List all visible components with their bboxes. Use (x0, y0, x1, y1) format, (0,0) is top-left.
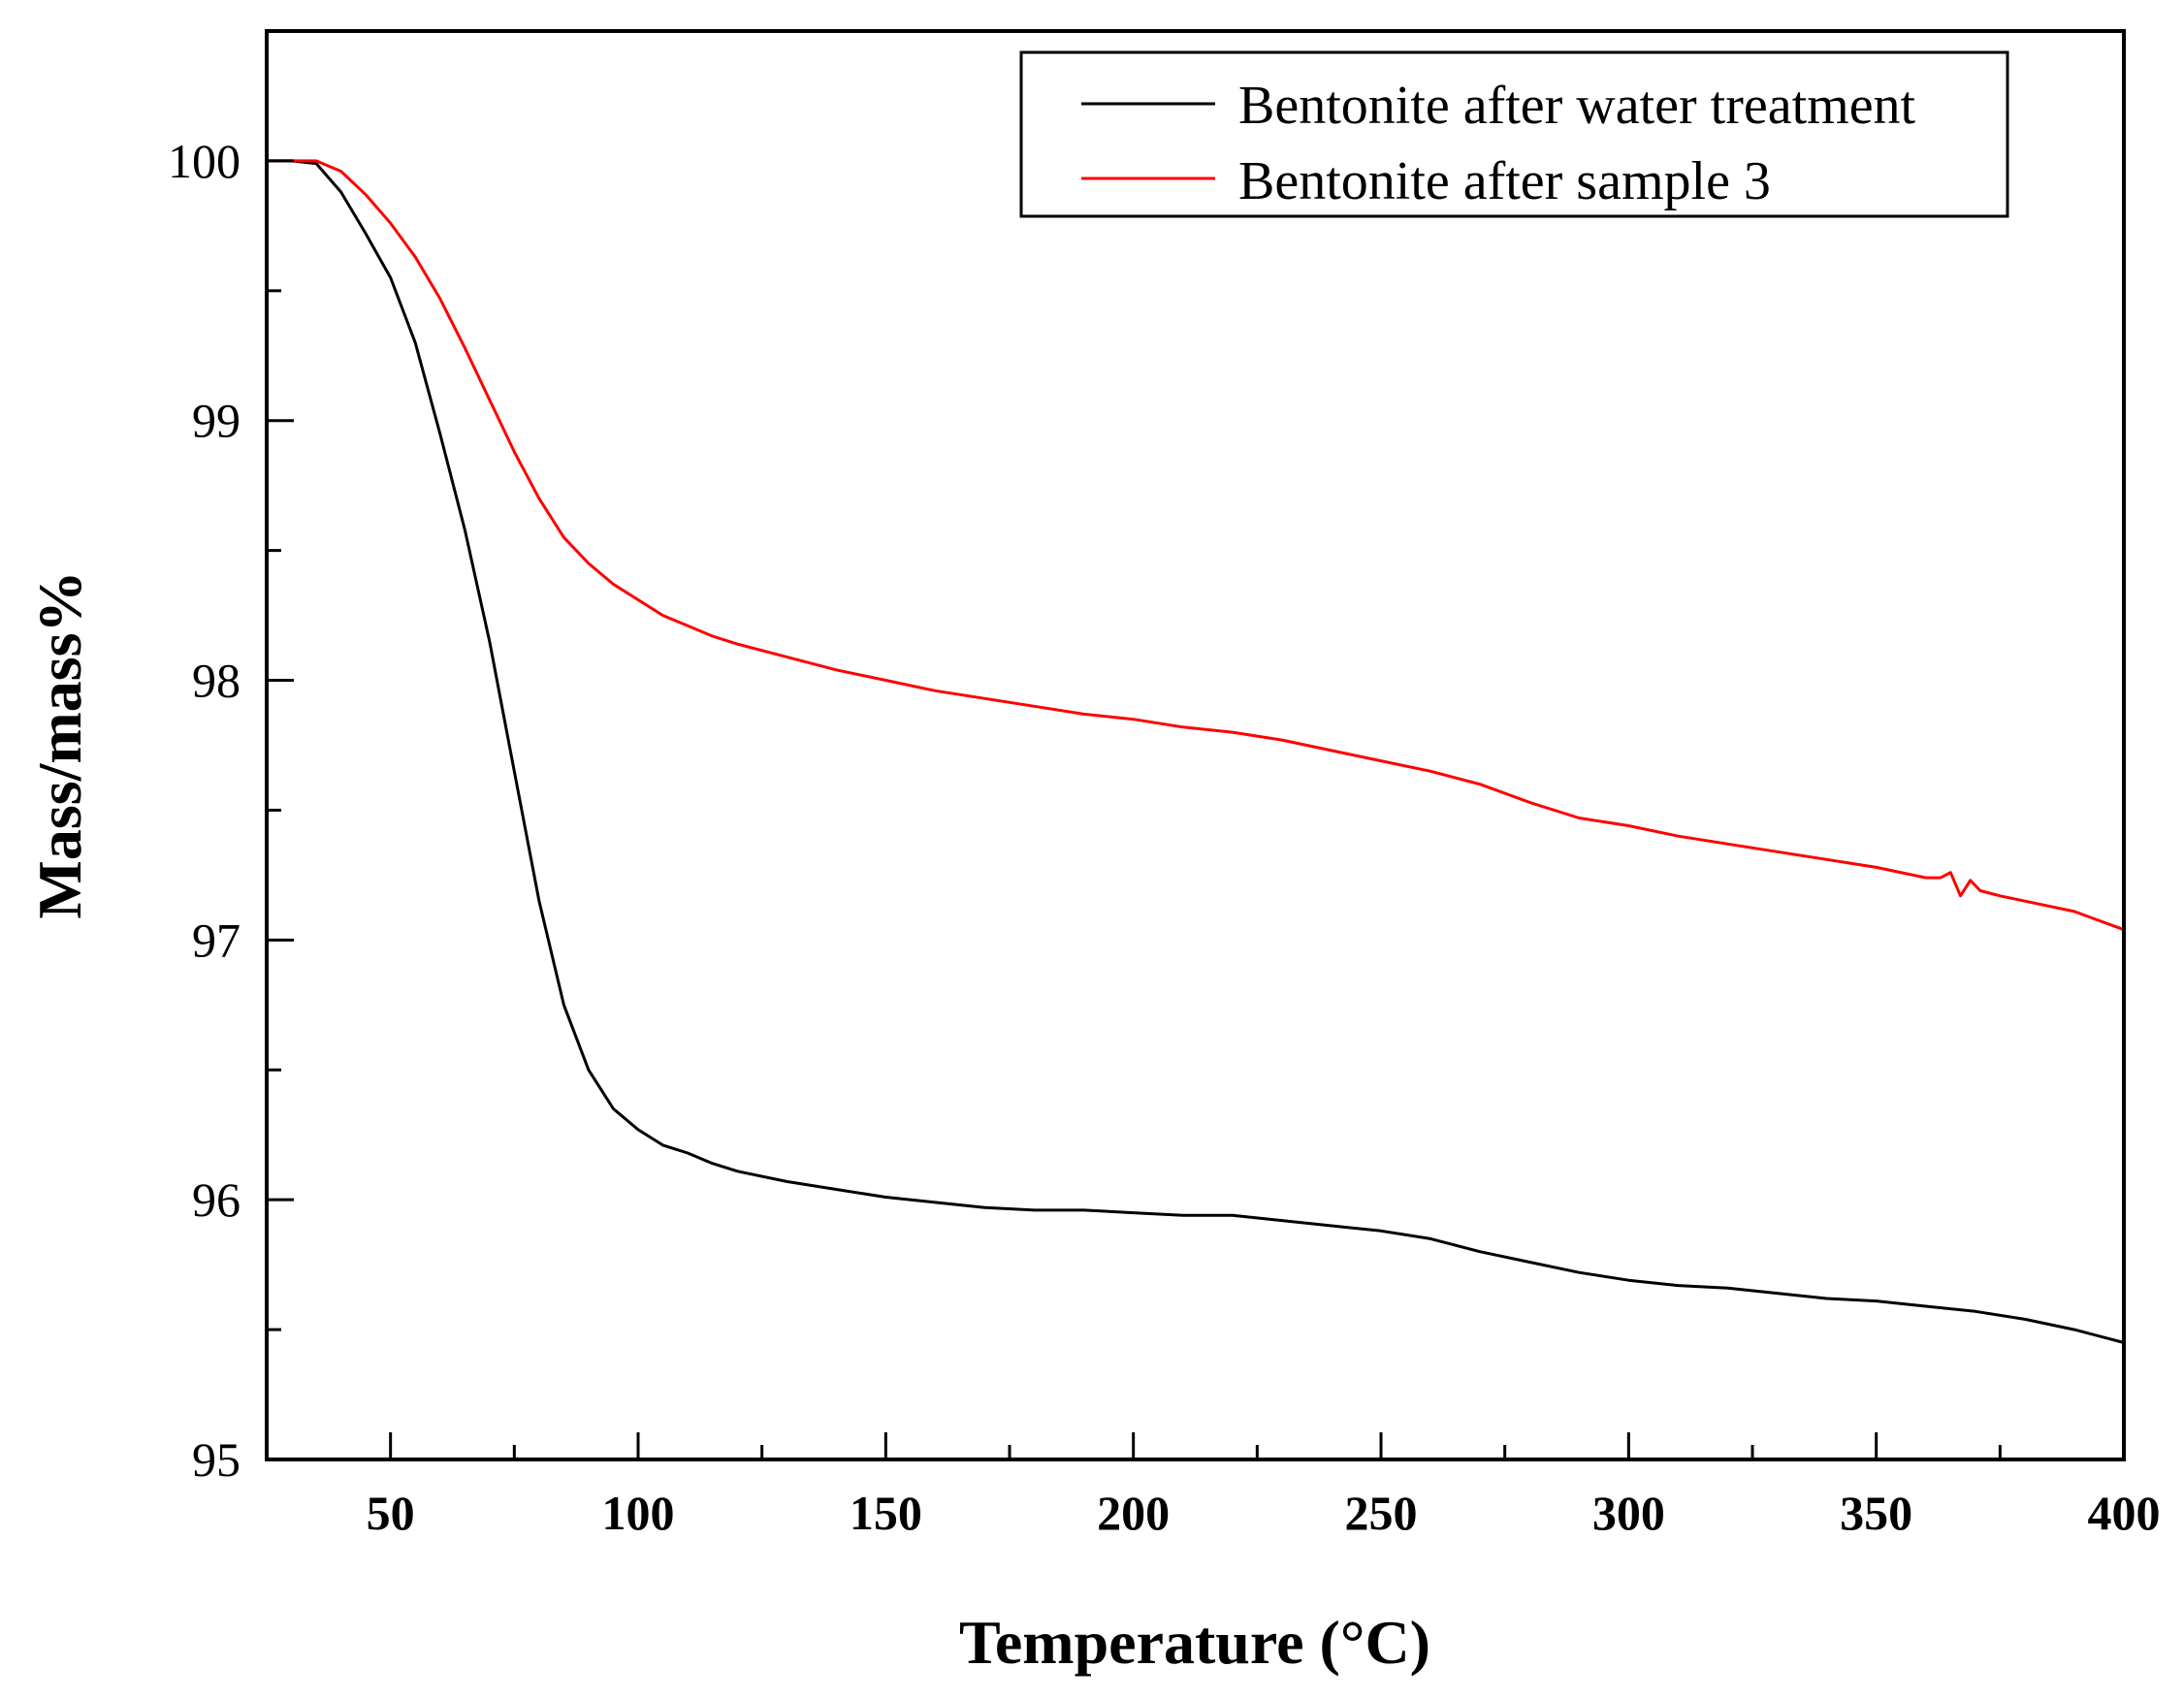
series-line-sample-3 (265, 159, 2126, 932)
x-tick-label: 100 (602, 1486, 675, 1540)
y-tick-label: 96 (192, 1172, 241, 1227)
legend: Bentonite after water treatment Bentonit… (1019, 50, 2009, 218)
x-tick-label: 400 (2088, 1486, 2161, 1540)
x-tick-label: 200 (1097, 1486, 1170, 1540)
x-tick-label: 300 (1592, 1486, 1665, 1540)
y-tick-label: 97 (192, 913, 241, 967)
x-axis-title: Temperature (°C) (959, 1608, 1430, 1677)
series-layer (265, 159, 2126, 1344)
series-line-water-treatment (265, 159, 2126, 1344)
x-tick-label: 150 (850, 1486, 922, 1540)
x-tick-label: 50 (367, 1486, 415, 1540)
y-tick-label: 99 (192, 394, 241, 448)
x-tick-label: 250 (1345, 1486, 1418, 1540)
legend-box (1019, 50, 2009, 218)
x-tick-label: 350 (1840, 1486, 1912, 1540)
ticks-layer: 50 100 150 200 250 300 350 400 95 96 97 98 99 100 (168, 134, 2161, 1540)
legend-label-water: Bentonite after water treatment (1238, 76, 1916, 136)
y-tick-label: 98 (192, 654, 241, 708)
y-tick-label: 100 (168, 134, 241, 188)
legend-label-sample3: Bentonite after sample 3 (1238, 151, 1771, 211)
y-axis-title: Mass/mass% (25, 570, 94, 918)
y-tick-label: 95 (192, 1432, 241, 1487)
plot-frame (265, 29, 2126, 1461)
